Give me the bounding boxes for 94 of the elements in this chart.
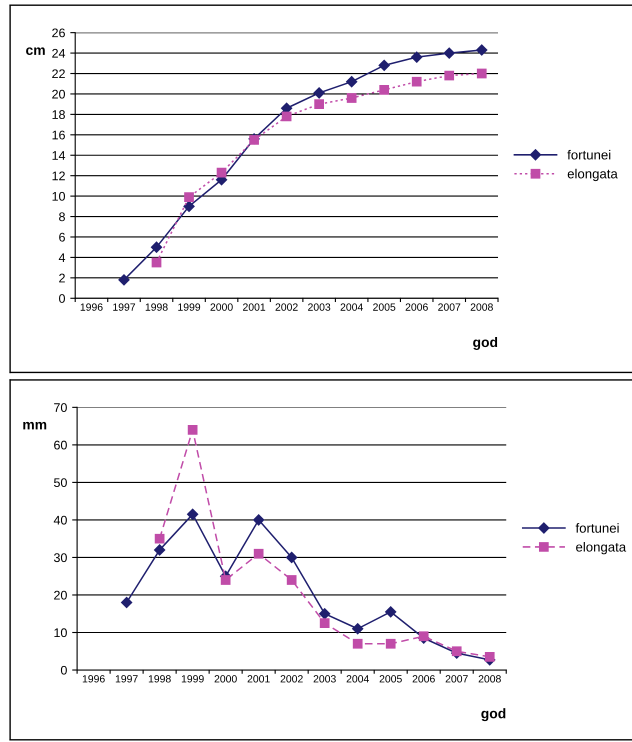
x-tick-label: 2005 [380, 675, 402, 683]
legend-label: fortunei [567, 150, 610, 160]
x-axis-title: god [473, 336, 498, 350]
point [452, 646, 462, 656]
x-tick-label: 2007 [446, 675, 468, 683]
y-tick-label: 10 [54, 628, 67, 638]
point [150, 242, 162, 253]
y-tick-label: 14 [52, 151, 66, 160]
point [476, 44, 488, 56]
x-tick-label: 1998 [146, 303, 168, 311]
y-tick-label: 10 [52, 192, 65, 201]
y-axis-title: mm [23, 422, 46, 430]
x-tick-label: 1997 [116, 675, 138, 683]
legend-label: elongata [568, 168, 618, 182]
x-axis-title: god [481, 708, 506, 722]
y-tick-label: 40 [54, 516, 67, 525]
point [187, 508, 198, 520]
y-tick-label: 2 [59, 274, 65, 282]
x-tick-label: 2001 [243, 303, 266, 311]
x-tick-label: 2000 [214, 675, 237, 683]
y-tick-label: 20 [52, 90, 65, 99]
x-tick-label: 1997 [113, 303, 136, 311]
x-tick-label: 2001 [248, 675, 270, 683]
y-tick-label: 0 [59, 294, 65, 303]
point [282, 112, 292, 122]
x-tick-label: 2007 [438, 303, 460, 311]
x-tick-label: 2005 [373, 303, 396, 311]
x-tick-label: 2003 [314, 675, 336, 683]
y-tick-label: 0 [60, 666, 67, 675]
x-tick-label: 2008 [470, 303, 493, 311]
legend-label: elongata [576, 542, 626, 554]
x-tick-label: 2008 [478, 675, 501, 683]
x-tick-label: 1996 [80, 303, 103, 311]
y-tick-label: 16 [52, 130, 65, 140]
point [352, 638, 363, 649]
point [476, 68, 487, 78]
point [188, 425, 198, 435]
point [118, 274, 130, 286]
y-tick-label: 60 [54, 440, 67, 450]
x-tick-label: 2000 [210, 303, 233, 311]
point [385, 606, 396, 618]
point [411, 52, 422, 63]
point [154, 544, 166, 556]
y-tick-label: 22 [52, 69, 65, 78]
x-tick-label: 2002 [276, 303, 298, 311]
y-tick-label: 26 [52, 28, 65, 38]
y-tick-label: 6 [59, 232, 65, 242]
point [121, 596, 132, 608]
point [254, 548, 264, 559]
y-tick-label: 18 [52, 110, 65, 120]
x-tick-label: 1999 [178, 303, 200, 311]
point [386, 638, 396, 649]
point [253, 514, 264, 526]
point [444, 47, 455, 59]
y-tick-label: 20 [54, 590, 67, 600]
x-tick-label: 2004 [340, 303, 363, 311]
point [418, 631, 429, 642]
x-tick-label: 2006 [406, 303, 428, 311]
point [183, 200, 195, 212]
y-tick-label: 8 [59, 212, 65, 222]
y-tick-label: 12 [52, 171, 65, 180]
x-tick-label: 1999 [182, 675, 204, 683]
point [184, 192, 194, 202]
point [484, 652, 495, 662]
point [444, 70, 454, 80]
y-tick-label: 4 [58, 253, 66, 262]
point [352, 623, 364, 634]
x-tick-label: 2003 [308, 303, 330, 311]
point [216, 168, 226, 178]
point [346, 93, 357, 103]
legend-label: fortunei [576, 523, 619, 533]
y-tick-label: 70 [54, 403, 67, 412]
point [286, 552, 298, 564]
x-tick-label: 2006 [412, 675, 435, 683]
point [152, 258, 162, 268]
point [314, 99, 324, 110]
x-tick-label: 2002 [280, 675, 303, 683]
point [319, 608, 330, 620]
point [286, 575, 297, 585]
point [378, 60, 390, 71]
x-tick-label: 2004 [346, 675, 369, 683]
y-axis-title: cm [26, 47, 45, 55]
point [346, 76, 358, 88]
y-tick-label: 30 [54, 553, 67, 562]
y-tick-label: 50 [54, 478, 67, 488]
point [154, 534, 164, 544]
point [220, 575, 231, 585]
x-tick-label: 1998 [148, 675, 171, 683]
point [412, 76, 422, 87]
point [314, 87, 325, 99]
x-tick-label: 1996 [82, 675, 105, 683]
y-tick-label: 24 [52, 48, 66, 58]
point [320, 618, 330, 628]
point [379, 85, 390, 95]
